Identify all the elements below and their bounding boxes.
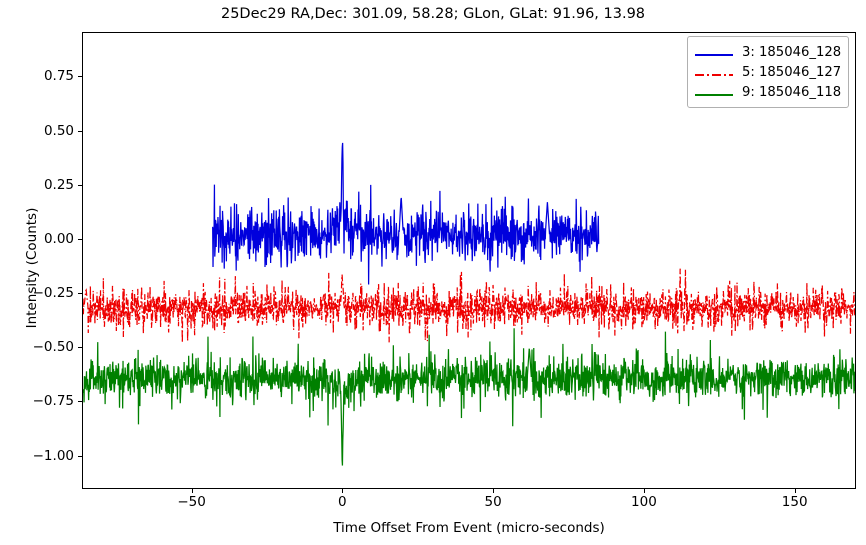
data-traces [83,142,855,466]
x-tick-mark [342,489,344,493]
x-tick-label: 100 [631,494,657,510]
y-tick-mark [78,238,82,240]
y-tick-mark [78,130,82,132]
legend-line-sample [694,86,734,98]
plot-axes-area [82,32,856,489]
legend-label: 3: 185046_128 [742,44,842,60]
y-tick-label: −0.25 [32,285,74,301]
x-axis-label: Time Offset From Event (micro-seconds) [333,520,605,536]
y-tick-label: 0.75 [43,68,74,85]
y-axis-label: Intensity (Counts) [24,207,40,329]
x-tick-label: 50 [484,494,502,510]
x-tick-mark [794,489,796,493]
legend-label: 5: 185046_127 [742,64,842,80]
x-tick-mark [493,489,495,493]
y-tick-label: −1.00 [32,447,74,464]
legend-item: 3: 185046_128 [694,42,841,62]
chart-legend: 3: 185046_128 5: 185046_127 9: 185046_118 [687,36,850,108]
legend-item: 5: 185046_127 [694,62,841,82]
legend-item: 9: 185046_118 [694,82,841,102]
x-tick-label: −50 [177,494,206,510]
trace-2 [83,268,855,343]
legend-line-sample [694,46,734,58]
legend-line-sample [694,66,734,78]
x-tick-label: 150 [781,494,808,510]
trace-1 [212,142,600,285]
x-tick-mark [191,489,193,493]
y-tick-label: −0.50 [32,339,74,356]
x-tick-mark [643,489,645,493]
y-tick-label: −0.75 [32,393,74,410]
y-tick-label: 0.50 [43,122,74,139]
y-tick-mark [78,184,82,186]
chart-title: 25Dec29 RA,Dec: 301.09, 58.28; GLon, GLa… [220,6,646,22]
y-tick-mark [78,347,82,349]
trace-3 [83,328,855,466]
y-tick-mark [78,293,82,295]
y-tick-label: 0.00 [43,230,74,247]
y-tick-mark [78,76,82,78]
x-tick-label: 0 [338,494,347,510]
y-tick-mark [78,455,82,457]
legend-label: 9: 185046_118 [742,84,842,100]
y-tick-label: 0.25 [43,176,74,193]
y-tick-mark [78,401,82,403]
